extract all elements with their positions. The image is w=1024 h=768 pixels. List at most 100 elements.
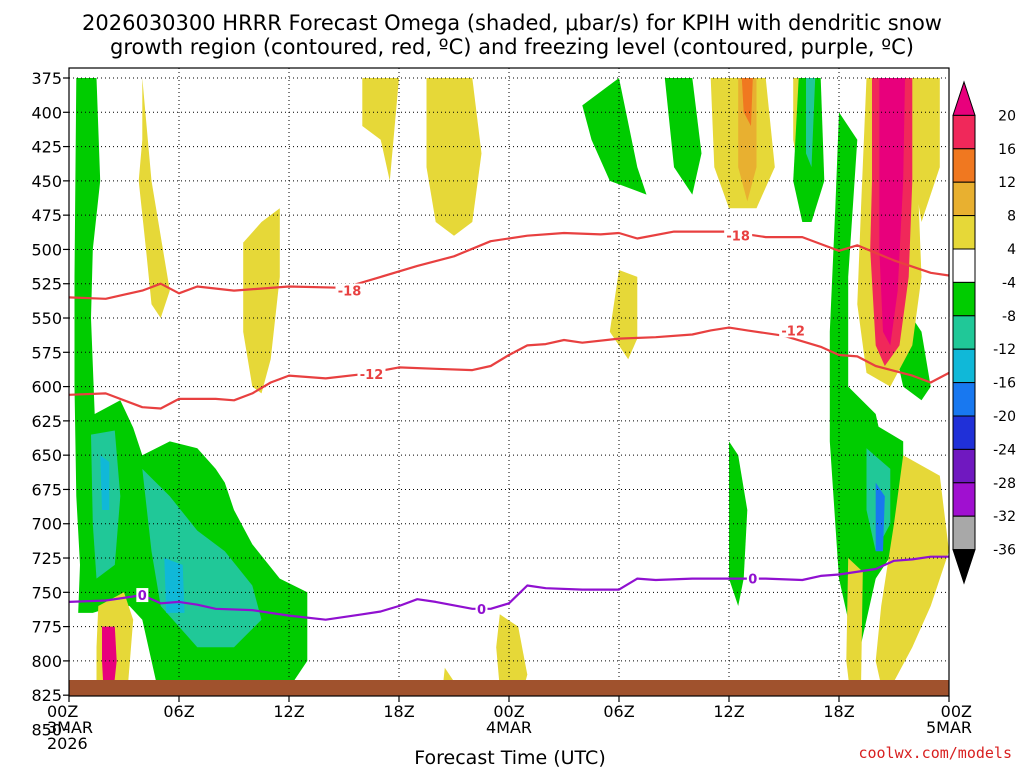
y-tick-label: 700 xyxy=(31,515,62,534)
omega-region-30 xyxy=(875,455,949,696)
contour-label-bg xyxy=(746,571,759,586)
colorbar-label: 4 xyxy=(1007,242,1016,258)
contour-label-bg xyxy=(136,588,149,603)
omega-region-29 xyxy=(846,558,863,696)
contour-label-1-1: -12 xyxy=(781,324,805,339)
colorbar-label: 20 xyxy=(998,108,1016,124)
contour-label-2-0: 0 xyxy=(138,589,147,604)
colorbar-swatch xyxy=(952,148,976,183)
colorbar-swatch-bottom xyxy=(952,549,976,585)
contour-line-2 xyxy=(69,555,949,621)
y-tick-label: 525 xyxy=(31,275,62,294)
plot-area: -18 -18 -12 -12 0 0 0 xyxy=(69,68,949,696)
colorbar-label: -32 xyxy=(993,509,1016,525)
colorbar-swatch xyxy=(952,415,976,450)
contour-label-0-1: -18 xyxy=(726,230,750,245)
contour-label-bg xyxy=(357,367,386,382)
contour-label-bg xyxy=(475,601,488,616)
y-axis-ticks: 375 400 425 450 475 500 525 550 575 600 625 650 675 7… xyxy=(31,69,69,739)
contour-label-bg xyxy=(779,323,808,338)
colorbar-label: -16 xyxy=(993,376,1016,392)
omega-region-11 xyxy=(496,614,528,696)
omega-region-21 xyxy=(806,78,816,168)
y-tick-label: 725 xyxy=(31,549,62,568)
x-tick-label: 12Z xyxy=(713,702,744,721)
y-tick-label: 650 xyxy=(31,446,62,465)
colorbar-swatch xyxy=(952,248,976,283)
omega-region-7 xyxy=(138,78,170,318)
y-tick-label: 800 xyxy=(31,652,62,671)
colorbar: 20 16 12 8 4 -4 -8 -12 -16 -20 -24 -28 -32 -36 xyxy=(952,80,1016,585)
contour-label-2-1: 0 xyxy=(477,603,486,618)
omega-region-3 xyxy=(100,455,110,510)
x-tick-label: 00Z xyxy=(47,702,78,721)
colorbar-swatch xyxy=(952,348,976,384)
colorbar-swatch xyxy=(952,215,976,250)
contour-layer: -18 -18 -12 -12 0 0 0 xyxy=(69,228,949,621)
contour-label-2-2: 0 xyxy=(748,573,757,588)
omega-region-14 xyxy=(582,78,647,195)
y-tick-label: 400 xyxy=(31,103,62,122)
omega-region-8 xyxy=(243,208,280,394)
x-tick-label: 06Z xyxy=(163,702,194,721)
omega-shading-layer xyxy=(74,78,949,696)
colorbar-swatch-top xyxy=(952,80,976,116)
ground-terrain xyxy=(69,680,949,696)
x-tick-label: 12Z xyxy=(273,702,304,721)
y-tick-label: 475 xyxy=(31,206,62,225)
contour-label-bg xyxy=(335,283,364,298)
x-tick-label: 3MAR xyxy=(47,718,93,737)
colorbar-swatch xyxy=(952,482,976,517)
colorbar-label: 16 xyxy=(998,142,1016,158)
y-tick-label: 375 xyxy=(31,69,62,88)
colorbar-swatch xyxy=(952,114,976,150)
chart-title-line-1: 2026030300 HRRR Forecast Omega (shaded, … xyxy=(82,11,942,35)
y-tick-label: 625 xyxy=(31,412,62,431)
contour-label-0-0: -18 xyxy=(338,285,362,300)
y-tick-label: 675 xyxy=(31,480,62,499)
contour-line-1 xyxy=(69,326,949,410)
omega-region-10 xyxy=(426,78,482,236)
credit-text: coolwx.com/models xyxy=(858,744,1012,762)
omega-region-33 xyxy=(879,78,905,346)
omega-region-9 xyxy=(362,78,399,181)
colorbar-label: 12 xyxy=(998,175,1016,191)
x-tick-label: 2026 xyxy=(47,734,88,753)
x-tick-label: 18Z xyxy=(823,702,854,721)
x-tick-label: 18Z xyxy=(383,702,414,721)
x-tick-label: 06Z xyxy=(603,702,634,721)
y-tick-label: 575 xyxy=(31,343,62,362)
x-tick-label: 00Z xyxy=(493,702,524,721)
y-tick-label: 750 xyxy=(31,583,62,602)
x-tick-label: 4MAR xyxy=(486,718,532,737)
colorbar-label: -12 xyxy=(993,342,1016,358)
colorbar-label: -24 xyxy=(993,442,1016,458)
grid-layer xyxy=(69,68,949,696)
y-tick-label: 425 xyxy=(31,138,62,157)
y-tick-label: 850 xyxy=(31,720,62,739)
y-tick-label: 450 xyxy=(31,172,62,191)
y-tick-label: 500 xyxy=(31,240,62,259)
omega-region-28 xyxy=(875,482,885,552)
colorbar-swatch xyxy=(952,448,976,484)
omega-region-23 xyxy=(729,441,748,606)
omega-region-13 xyxy=(609,270,638,360)
colorbar-label: -20 xyxy=(993,409,1016,425)
omega-region-15 xyxy=(664,78,702,195)
contour-line-0 xyxy=(69,230,949,300)
contour-label-1-0: -12 xyxy=(360,368,384,383)
chart-title-line-2: growth region (contoured, red, ºC) and f… xyxy=(110,35,914,59)
colorbar-swatch xyxy=(952,281,976,317)
x-tick-label: 5MAR xyxy=(926,718,972,737)
colorbar-label: 8 xyxy=(1007,209,1016,225)
colorbar-swatch xyxy=(952,515,976,551)
y-tick-label: 600 xyxy=(31,378,62,397)
omega-region-0 xyxy=(74,78,308,696)
colorbar-label: -36 xyxy=(993,543,1016,559)
y-tick-label: 825 xyxy=(31,686,62,705)
contour-label-bg xyxy=(724,228,753,243)
colorbar-label: -8 xyxy=(1002,309,1016,325)
colorbar-swatch xyxy=(952,181,976,217)
